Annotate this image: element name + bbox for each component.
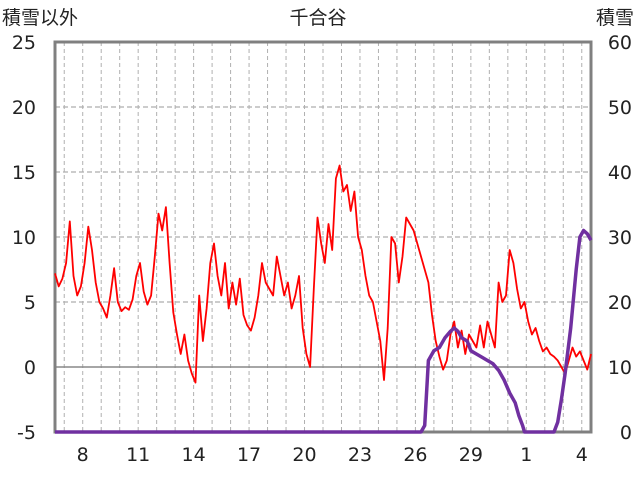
x-tick-label: 14 [182,444,206,466]
x-tick-label: 23 [348,444,372,466]
x-tick-label: 26 [403,444,427,466]
right-tick-label: 50 [608,97,632,119]
x-tick-label: 11 [126,444,150,466]
left-axis-label: 積雪以外 [2,7,78,29]
right-tick-label: 60 [608,32,632,54]
x-tick-label: 4 [576,444,588,466]
left-tick-label: 10 [12,227,36,249]
x-tick-label: 29 [459,444,483,466]
series-layer [54,164,593,434]
left-tick-label: -5 [17,422,36,444]
right-tick-label: 30 [608,227,632,249]
right-tick-label: 40 [608,162,632,184]
non-snow-line [54,164,592,384]
x-tick-label: 20 [292,444,316,466]
left-tick-label: 15 [12,162,36,184]
x-tick-label: 17 [237,444,261,466]
left-tick-label: 25 [12,32,36,54]
left-tick-label: 20 [12,97,36,119]
x-tick-label: 1 [520,444,532,466]
right-tick-label: 0 [620,422,632,444]
right-axis-label: 積雪 [596,7,634,29]
right-tick-label: 10 [608,357,632,379]
left-tick-label: 5 [24,292,36,314]
right-tick-label: 20 [608,292,632,314]
snow-depth-line [55,228,593,434]
chart-title: 千合谷 [289,7,346,29]
x-tick-label: 8 [77,444,89,466]
left-tick-label: 0 [24,357,36,379]
